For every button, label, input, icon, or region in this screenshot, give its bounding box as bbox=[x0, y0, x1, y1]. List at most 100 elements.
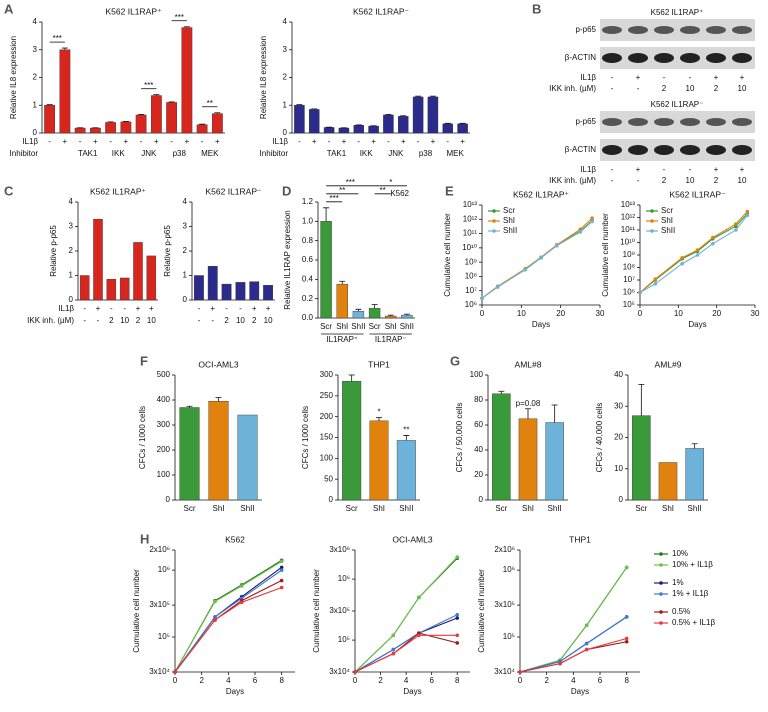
x-tick-label: ShI bbox=[385, 322, 397, 331]
condition-value: 2 bbox=[662, 84, 667, 93]
series-point bbox=[624, 615, 629, 619]
legend-marker bbox=[659, 621, 663, 625]
y-axis-label: Cumulative cell number bbox=[477, 569, 486, 653]
y-tick-label: 10 bbox=[614, 464, 623, 473]
x-tick-label: 0 bbox=[480, 309, 485, 318]
blot-band bbox=[654, 118, 674, 126]
x-row-value: 2 bbox=[252, 316, 257, 325]
y-tick-label: 4 bbox=[69, 197, 74, 206]
blot-background bbox=[600, 111, 755, 133]
bar bbox=[237, 414, 258, 501]
blot-background bbox=[600, 19, 755, 41]
y-tick-label: 2x10⁶ bbox=[494, 545, 515, 554]
y-tick-label: 0 bbox=[283, 128, 288, 137]
y-tick-label: 40 bbox=[614, 370, 623, 379]
x-tick-label: Scr bbox=[184, 504, 196, 513]
error-bar bbox=[525, 408, 531, 419]
bar bbox=[207, 265, 218, 301]
bar bbox=[44, 105, 56, 134]
error-bar bbox=[168, 101, 175, 103]
x-row-value: + bbox=[342, 137, 347, 146]
y-tick-label: 300 bbox=[157, 420, 171, 429]
y-axis-label: CFCs / 40,000 cells bbox=[595, 403, 604, 473]
x-tick-label: 6 bbox=[598, 676, 603, 685]
bar bbox=[208, 401, 229, 501]
y-tick-label: 3 bbox=[283, 45, 288, 54]
series-point bbox=[518, 670, 522, 674]
condition-label: IL1β bbox=[580, 165, 596, 174]
blot-background bbox=[600, 47, 755, 69]
blot-row-label: β-ACTIN bbox=[565, 145, 596, 154]
condition-value: - bbox=[663, 165, 666, 174]
bar bbox=[457, 123, 468, 134]
bar bbox=[263, 285, 273, 301]
blot-band bbox=[680, 118, 700, 126]
bar bbox=[398, 116, 409, 134]
y-tick-label: 0 bbox=[329, 495, 334, 504]
condition-value: + bbox=[636, 73, 641, 82]
error-bar bbox=[311, 108, 318, 110]
series-point bbox=[590, 219, 594, 224]
series-line bbox=[354, 634, 458, 673]
series-point bbox=[353, 670, 357, 674]
x-tick-label: ShII bbox=[688, 504, 702, 513]
error-bar bbox=[415, 95, 422, 97]
error-bar bbox=[183, 26, 190, 28]
error-bar bbox=[387, 314, 394, 317]
panel-label: G bbox=[450, 353, 460, 368]
error-bar bbox=[214, 112, 221, 114]
y-tick-label: 0 bbox=[69, 295, 74, 304]
series-point bbox=[495, 285, 500, 289]
y-tick-label: 10⁷ bbox=[623, 275, 635, 284]
error-bar bbox=[691, 443, 698, 449]
x-axis-label: Days bbox=[226, 687, 244, 696]
legend-marker bbox=[650, 219, 654, 223]
y-axis-label: Cumulative cell number bbox=[443, 213, 452, 297]
error-bar bbox=[403, 435, 410, 441]
x-tick-label: Scr bbox=[320, 322, 332, 331]
y-axis-label: Relative p-p65 bbox=[49, 225, 58, 277]
y-tick-label: 40 bbox=[474, 445, 483, 454]
x-row-value: + bbox=[154, 137, 159, 146]
bar bbox=[658, 462, 678, 501]
blot-band bbox=[732, 53, 752, 63]
x-row-value: + bbox=[93, 137, 98, 146]
bar bbox=[368, 125, 379, 134]
series-point bbox=[638, 290, 642, 295]
bar bbox=[353, 125, 364, 134]
y-tick-label: 200 bbox=[157, 445, 171, 454]
bar bbox=[105, 122, 117, 134]
y-tick-label: 2 bbox=[283, 73, 288, 82]
error-bar bbox=[498, 390, 505, 394]
y-tick-label: 10⁸ bbox=[623, 263, 635, 272]
y-tick-label: 0 bbox=[619, 495, 624, 504]
y-tick-label: 10¹⁰ bbox=[620, 238, 635, 247]
annotation: ** bbox=[403, 426, 409, 435]
x-row-value: 2 bbox=[224, 316, 229, 325]
y-tick-label: 20 bbox=[474, 470, 483, 479]
legend-label: ShI bbox=[503, 216, 515, 225]
x-row-value: IKK bbox=[112, 149, 126, 158]
panel-label: H bbox=[140, 531, 149, 546]
x-tick-label: ShII bbox=[399, 504, 413, 513]
condition-value: + bbox=[714, 73, 719, 82]
series-point bbox=[711, 241, 715, 246]
annotation: *** bbox=[346, 178, 355, 187]
blot-row-label: p-p65 bbox=[576, 25, 597, 34]
blot-band bbox=[628, 53, 648, 63]
bar bbox=[401, 314, 413, 319]
x-tick-label: ShII bbox=[351, 322, 365, 331]
x-tick-label: 30 bbox=[596, 309, 605, 318]
error-bar bbox=[355, 308, 362, 312]
x-tick-label: 4 bbox=[226, 676, 231, 685]
chart-title: THP1 bbox=[368, 359, 390, 369]
legend-marker bbox=[492, 229, 496, 233]
x-row-value: MEK bbox=[446, 149, 464, 158]
series-point bbox=[239, 600, 244, 605]
series-point bbox=[680, 255, 684, 260]
annotation: *** bbox=[329, 194, 338, 203]
chart-title: K562 IL1RAP⁺ bbox=[513, 189, 570, 199]
x-tick-label: 20 bbox=[556, 309, 565, 318]
y-axis-label: Relative IL8 expression bbox=[259, 36, 268, 119]
